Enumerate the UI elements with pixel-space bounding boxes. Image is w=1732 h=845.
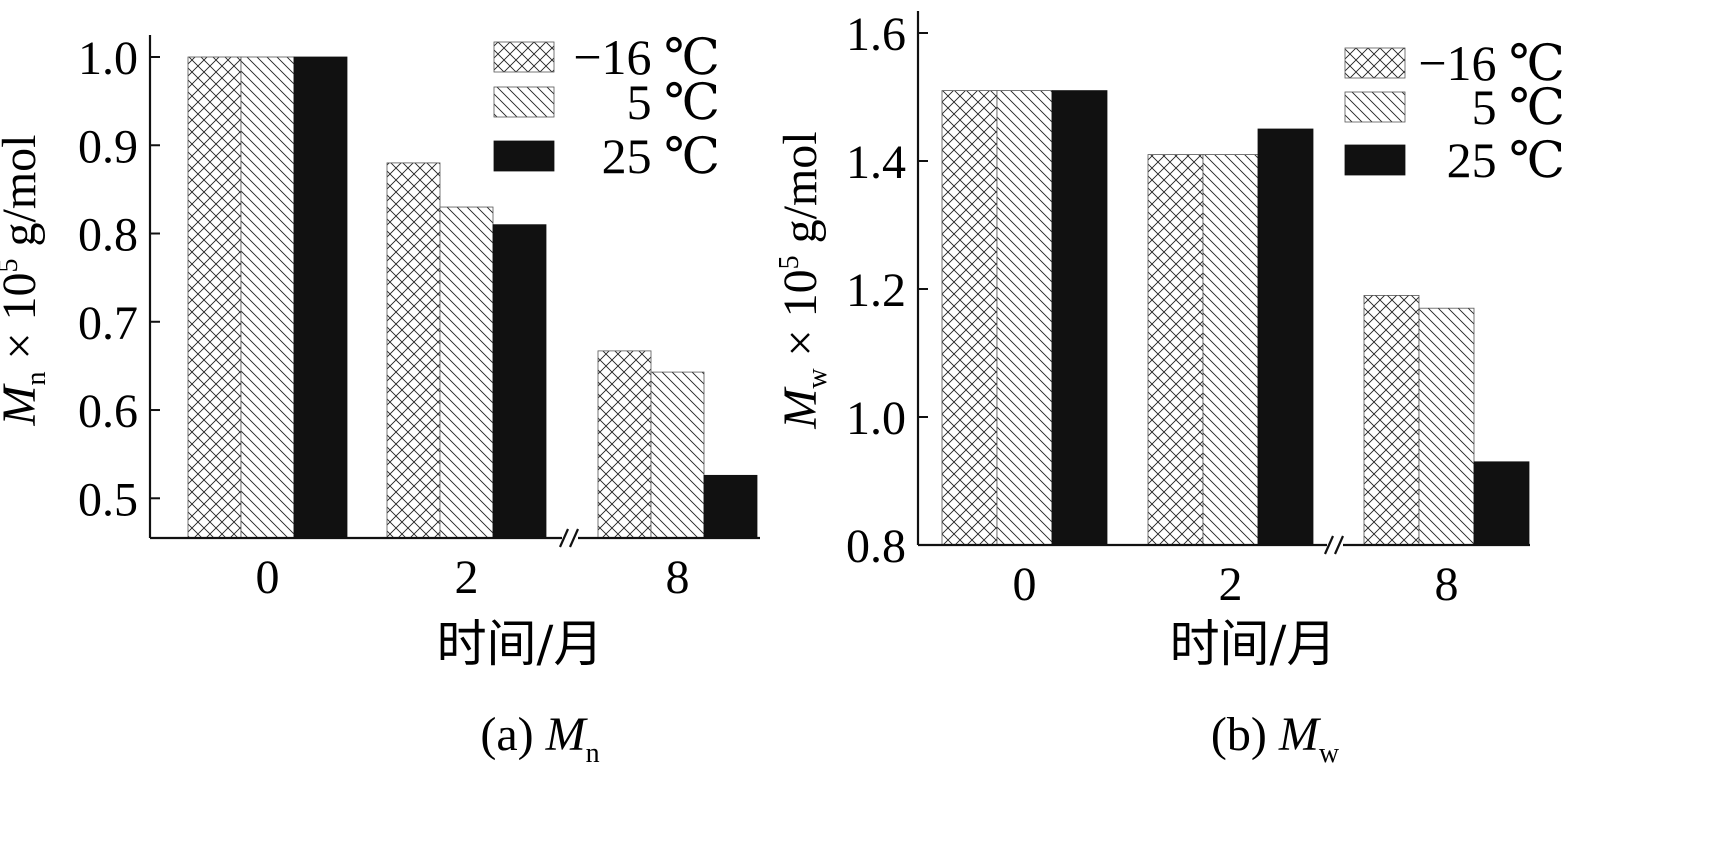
legend-swatch (1344, 91, 1406, 123)
y-tick-label: 0.6 (78, 385, 138, 438)
legend-label: 5 ℃ (1472, 79, 1565, 135)
legend-label: 25 ℃ (1447, 132, 1565, 188)
y-tick-label: 1.0 (846, 392, 906, 445)
legend-swatch (493, 41, 555, 73)
bar-a-1-2 (492, 224, 547, 539)
y-tick-label: 1.4 (846, 136, 906, 189)
bar-b-2-2 (1473, 461, 1530, 546)
bar-a-0-0 (187, 56, 242, 539)
x-tick-label: 0 (1013, 558, 1037, 611)
bar-b-1-0 (1147, 154, 1204, 546)
legend-label: −16 ℃ (1418, 35, 1565, 91)
panel-caption: (b) Mw (1211, 708, 1340, 769)
legend-label: 25 ℃ (602, 128, 720, 184)
x-tick-label: 8 (1435, 558, 1459, 611)
bar-a-2-0 (597, 350, 652, 539)
bar-a-1-1 (439, 206, 494, 539)
chart-panel-b: 1.6 1.4 1.2 1.0 0.8 0 2 8 时间/月 Mw × 105 g/mol −16 … (774, 8, 1565, 769)
x-tick-label: 2 (1219, 558, 1243, 611)
bar-a-0-1 (240, 56, 295, 539)
y-tick-label: 0.8 (78, 209, 138, 262)
bar-a-2-2 (703, 474, 758, 539)
y-tick-label: 0.7 (78, 297, 138, 350)
y-tick-label: 0.5 (78, 473, 138, 526)
panel-caption: (a) Mn (480, 708, 599, 769)
bar-b-0-1 (996, 90, 1053, 546)
x-tick-label: 8 (666, 551, 690, 604)
axis-break-mark (1323, 535, 1335, 555)
axis-break-mark (568, 528, 580, 548)
chart-panel-a: 1.0 0.9 0.8 0.7 0.6 0.5 0 2 8 时间/月 Mn × 105 g/mol −… (0, 29, 760, 769)
bar-b-1-2 (1257, 128, 1314, 546)
bar-b-0-0 (941, 90, 998, 546)
y-tick-label: 1.2 (846, 264, 906, 317)
bar-b-0-2 (1051, 90, 1108, 546)
axis-break-mark (558, 528, 570, 548)
legend-label: 5 ℃ (627, 74, 720, 130)
legend-label: −16 ℃ (573, 29, 720, 85)
y-tick-label: 0.9 (78, 120, 138, 173)
axis-break-mark (1333, 535, 1345, 555)
bar-b-2-1 (1418, 307, 1475, 546)
y-tick-label: 0.8 (846, 520, 906, 573)
legend-swatch (493, 140, 555, 172)
y-tick-label: 1.6 (846, 8, 906, 61)
y-tick-label: 1.0 (78, 32, 138, 85)
legend-swatch (1344, 47, 1406, 79)
bar-a-2-1 (650, 371, 705, 539)
y-axis-label: Mw × 105 g/mol (774, 131, 833, 429)
x-tick-label: 0 (256, 551, 280, 604)
bar-a-1-0 (386, 162, 441, 539)
legend-swatch (493, 86, 555, 118)
x-tick-label: 2 (455, 551, 479, 604)
bar-b-2-0 (1363, 294, 1420, 546)
bar-b-1-1 (1202, 154, 1259, 546)
legend-swatch (1344, 144, 1406, 176)
x-axis-label: 时间/月 (1170, 615, 1337, 673)
x-axis-label: 时间/月 (437, 615, 604, 673)
y-axis-label: Mn × 105 g/mol (0, 134, 52, 426)
bar-a-0-2 (293, 56, 348, 539)
